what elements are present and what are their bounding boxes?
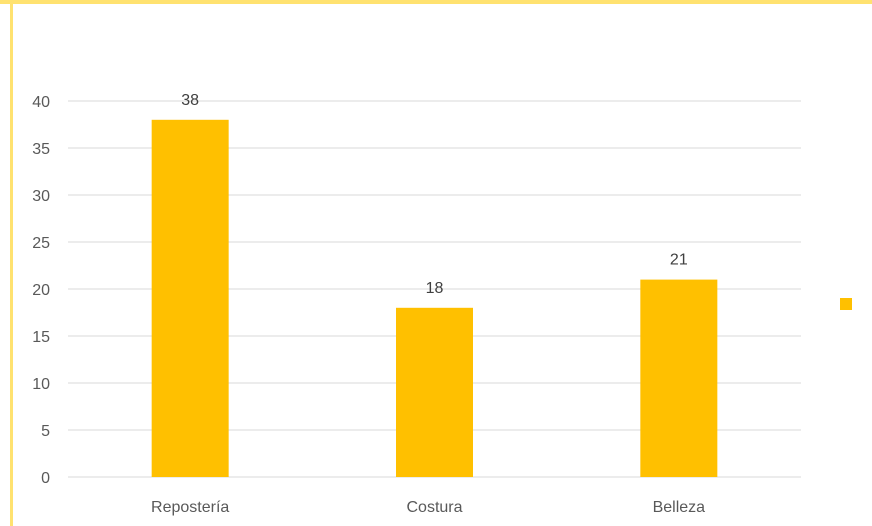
data-label-reposteria: 38 (181, 92, 199, 109)
y-tick-label-15: 15 (32, 329, 50, 346)
x-tick-label-costura: Costura (406, 499, 462, 516)
y-tick-label-25: 25 (32, 235, 50, 252)
legend-marker (840, 298, 852, 310)
y-tick-label-0: 0 (41, 470, 50, 487)
bars (151, 119, 718, 478)
legend (840, 298, 852, 310)
y-axis-tick-labels: 0 5 10 15 20 25 30 35 40 (32, 94, 50, 487)
y-tick-label-40: 40 (32, 94, 50, 111)
data-labels: 38 18 21 (181, 92, 688, 297)
y-tick-label-35: 35 (32, 141, 50, 158)
x-axis-tick-labels: Repostería Costura Belleza (151, 499, 705, 516)
y-tick-label-20: 20 (32, 282, 50, 299)
bar-belleza (640, 279, 718, 477)
y-tick-label-5: 5 (41, 423, 50, 440)
data-label-belleza: 21 (670, 252, 688, 269)
data-label-costura: 18 (426, 280, 444, 297)
bar-costura (396, 307, 473, 477)
y-tick-label-10: 10 (32, 376, 50, 393)
y-tick-label-30: 30 (32, 188, 50, 205)
frame-top-border (0, 0, 872, 4)
x-tick-label-belleza: Belleza (653, 499, 706, 516)
x-tick-label-reposteria: Repostería (151, 499, 229, 516)
frame-left-border (10, 4, 13, 526)
bar-reposteria (151, 119, 229, 478)
